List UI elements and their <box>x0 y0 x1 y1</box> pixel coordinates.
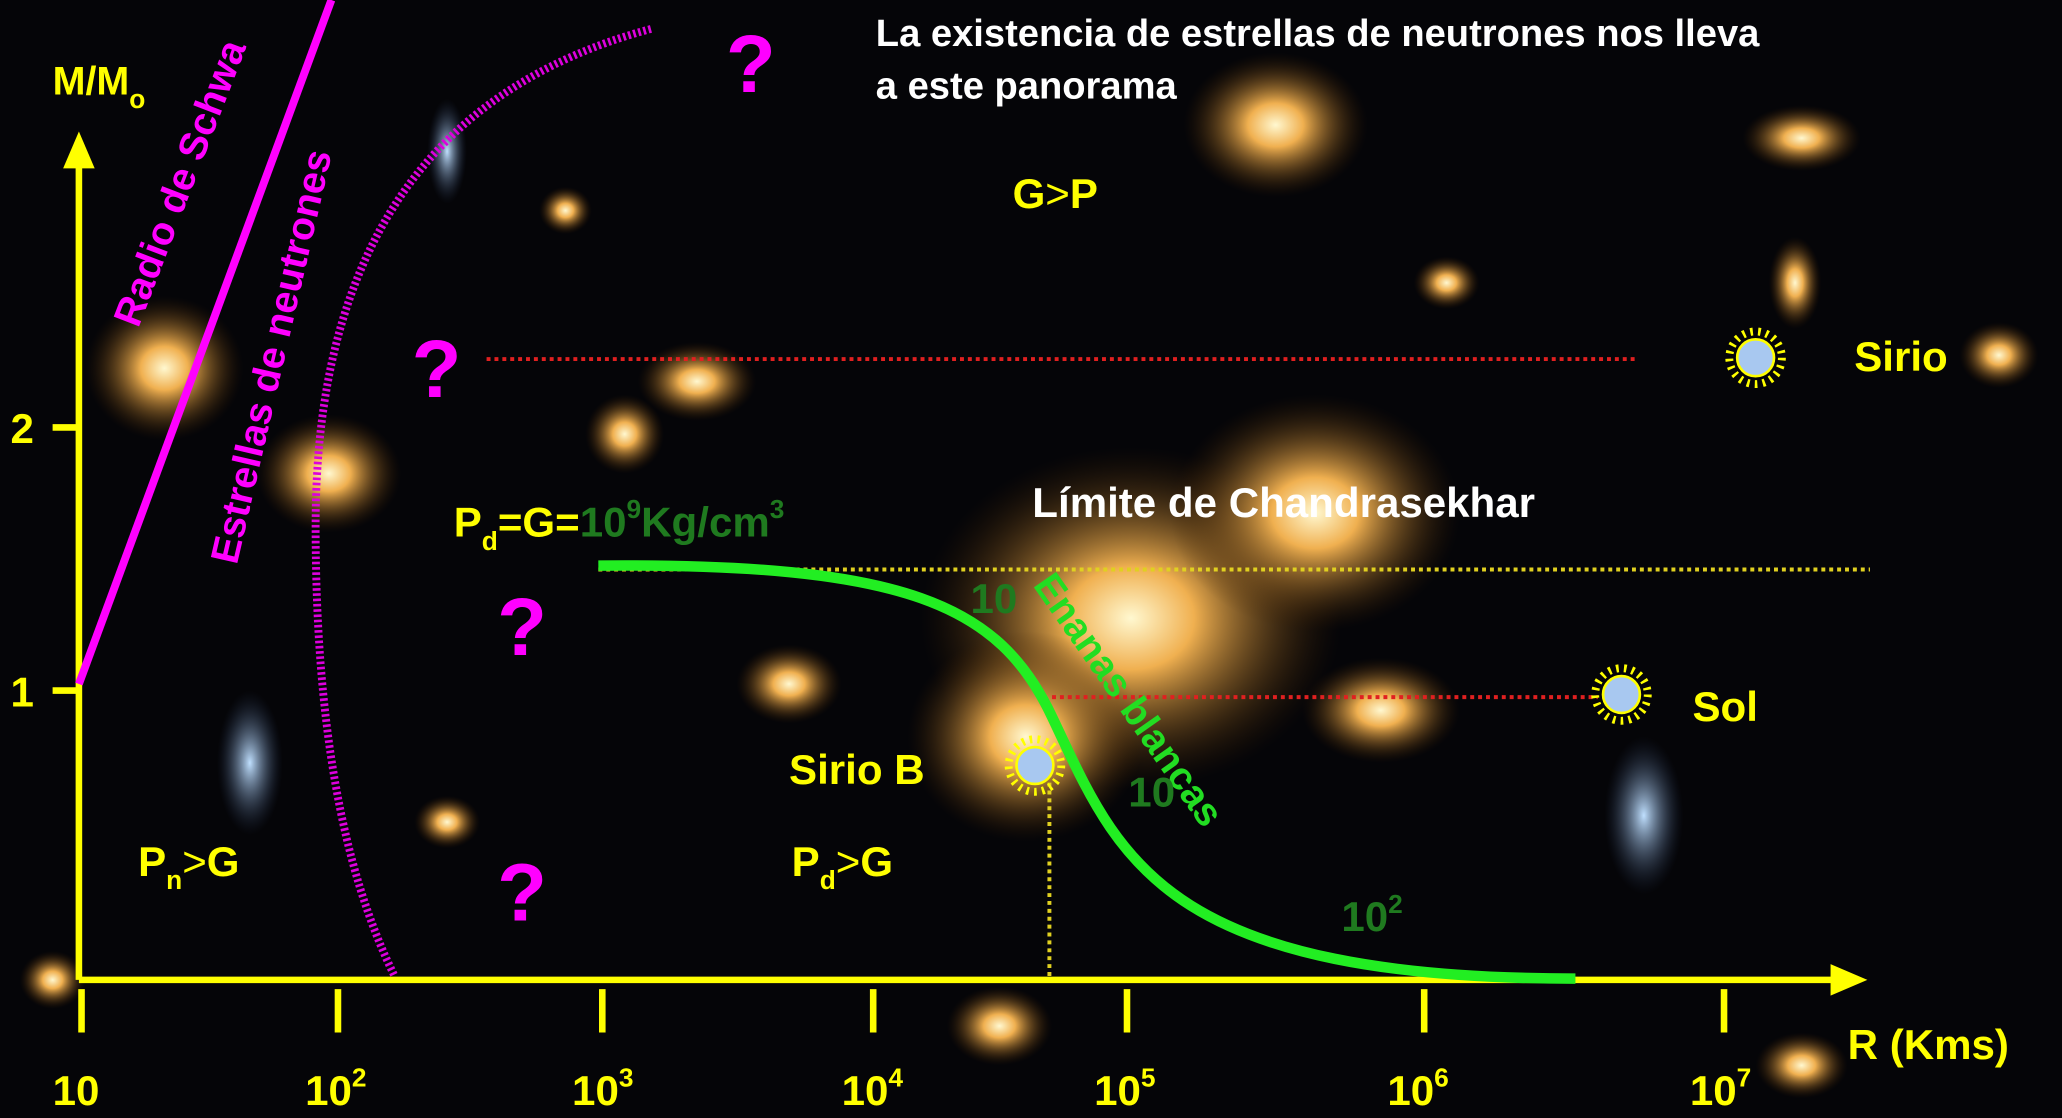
title-line: La existencia de estrellas de neutrones … <box>876 12 1760 55</box>
star-label: Sol <box>1692 683 1757 730</box>
star-label: Sirio B <box>789 746 925 793</box>
curve-label: 10 <box>971 575 1018 622</box>
curve-label: 10 <box>1128 768 1175 815</box>
chandrasekhar-label: Límite de Chandrasekhar <box>1032 479 1535 526</box>
question-mark: ? <box>497 582 547 673</box>
x-axis-label: R (Kms) <box>1848 1021 2009 1068</box>
slide: La existencia de estrellas de neutrones … <box>0 0 2062 1118</box>
y-tick-label: 1 <box>11 668 34 715</box>
question-mark: ? <box>412 324 462 415</box>
region-label: G>P <box>1013 170 1098 217</box>
question-mark: ? <box>726 19 776 110</box>
y-tick-label: 2 <box>11 405 34 452</box>
x-tick-label: 10 <box>53 1067 100 1114</box>
star-label: Sirio <box>1854 333 1948 380</box>
title-line: a este panorama <box>876 65 1178 108</box>
question-mark: ? <box>497 848 547 939</box>
